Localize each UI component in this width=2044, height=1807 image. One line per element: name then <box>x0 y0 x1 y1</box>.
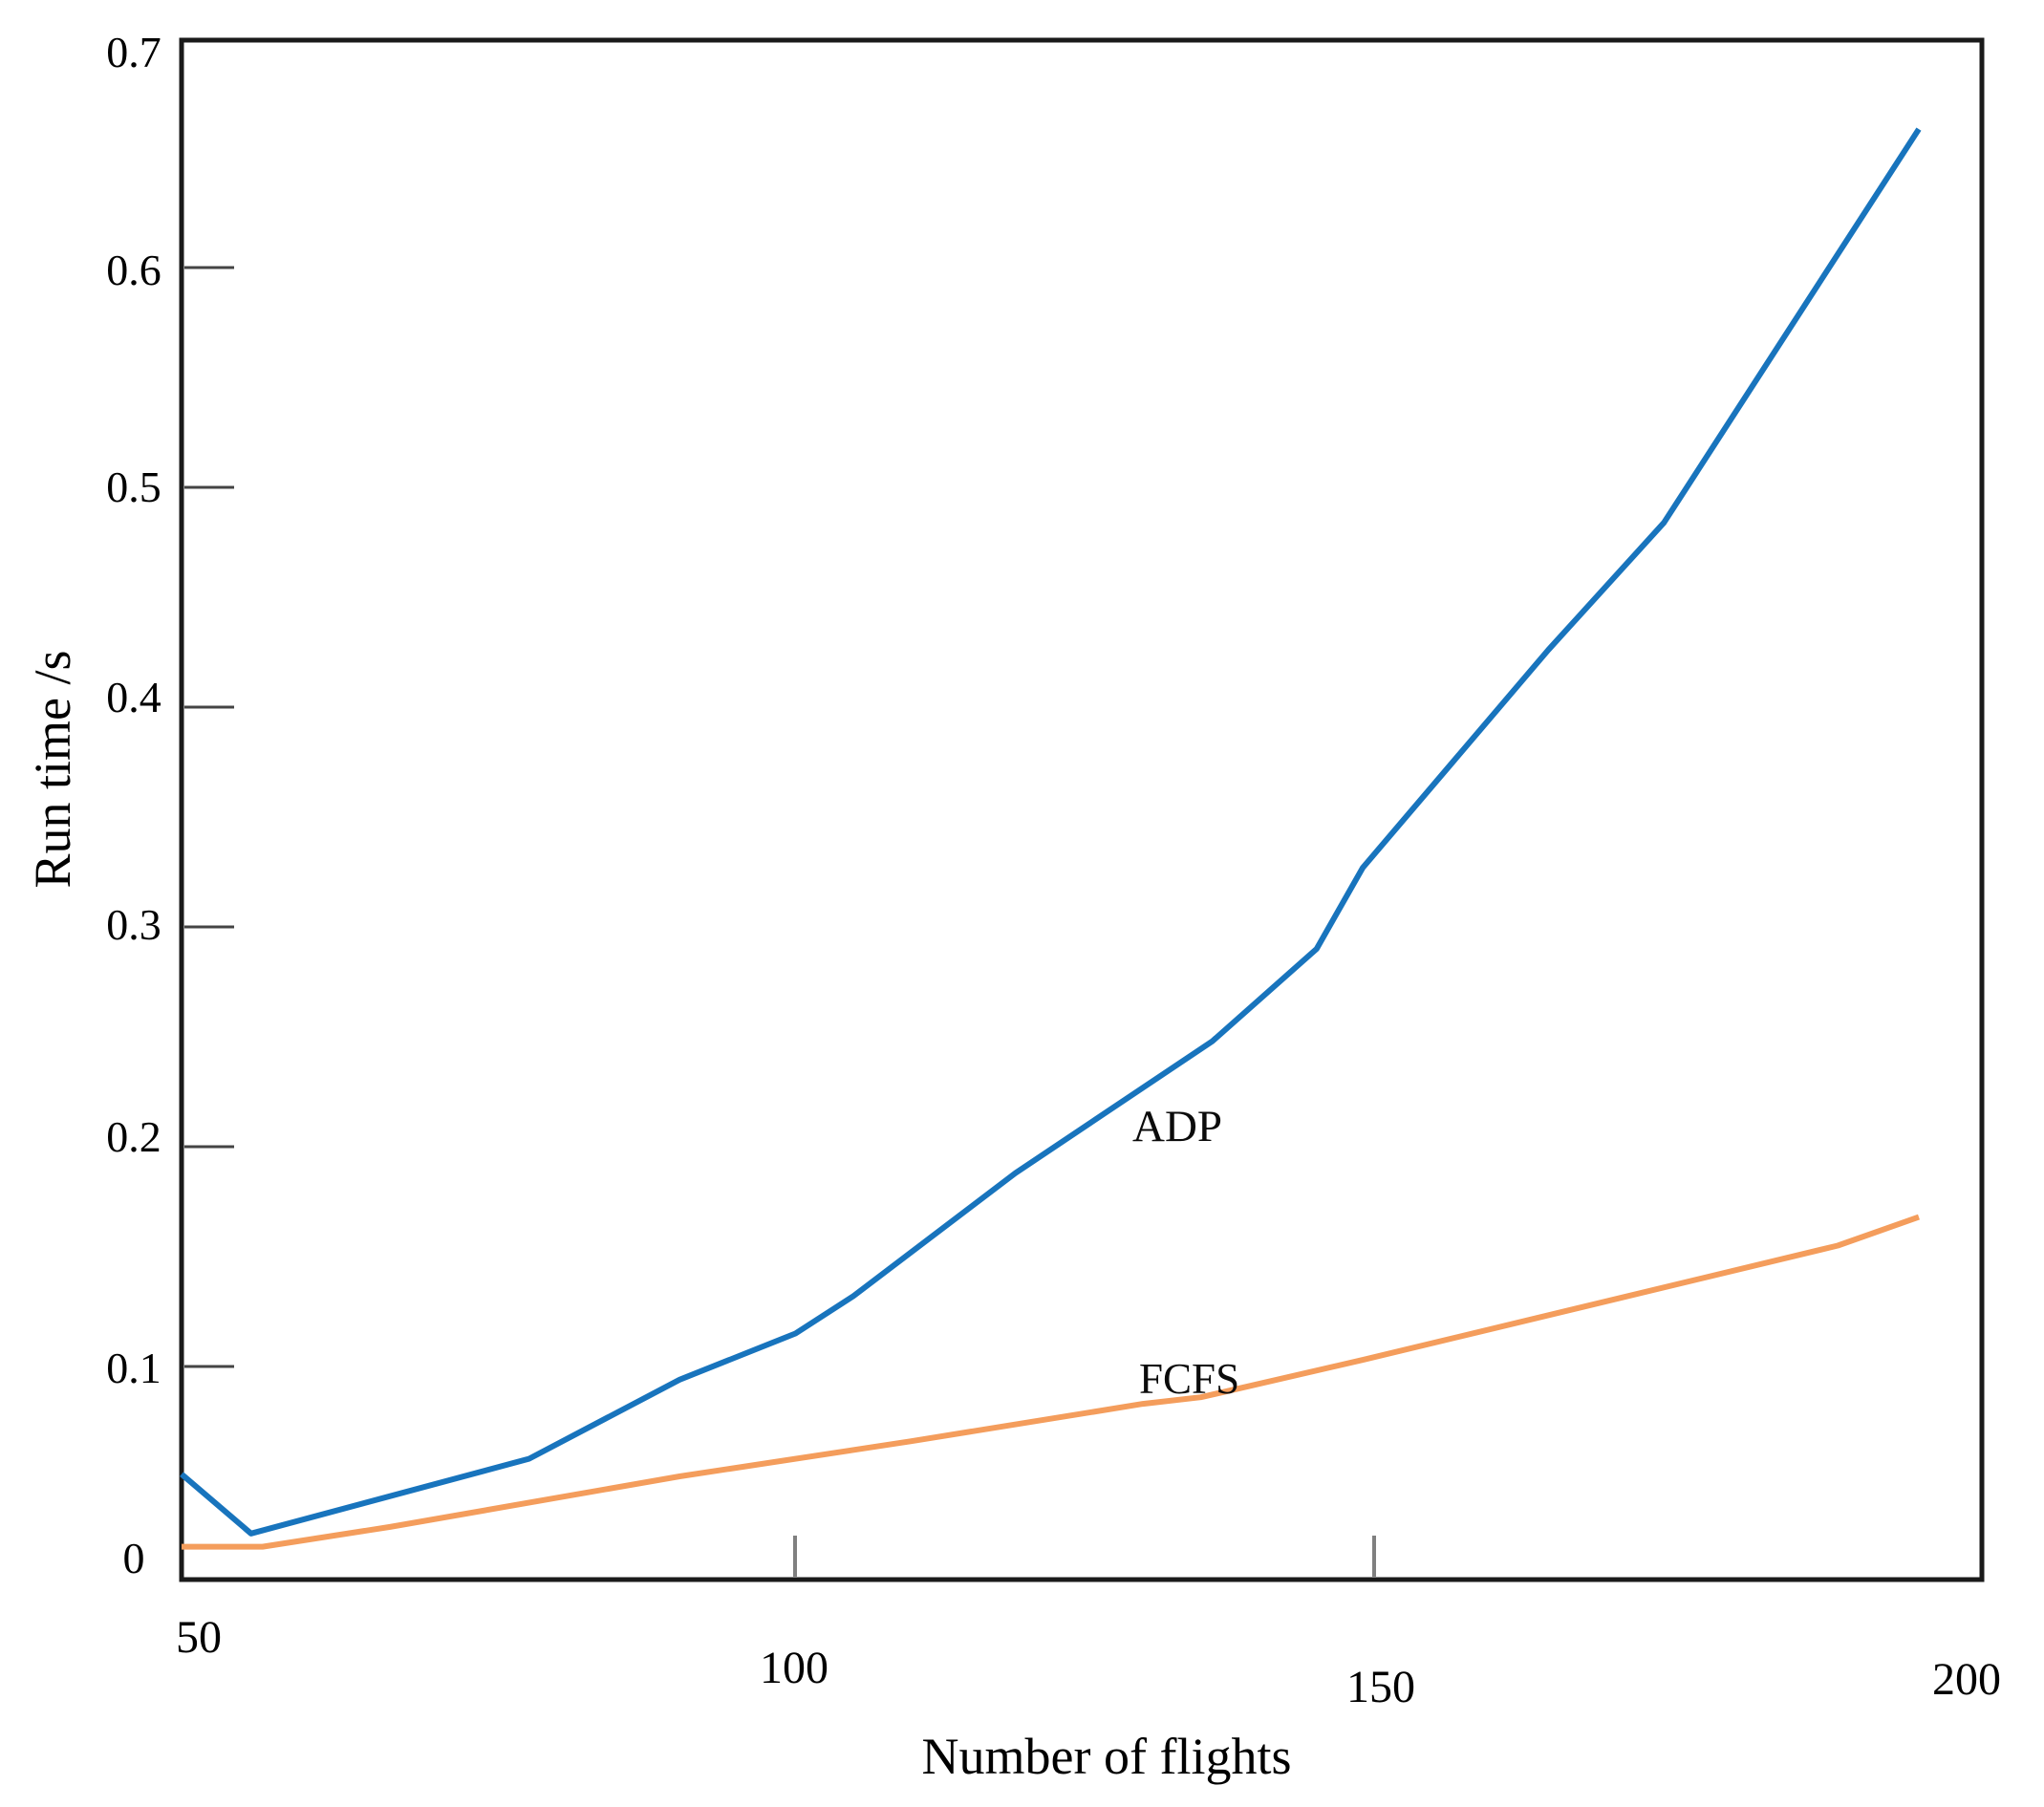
x-tick-label-150: 150 <box>1346 1662 1415 1712</box>
y-axis-ticks <box>184 266 234 1368</box>
y-tick-label-0.1: 0.1 <box>106 1344 161 1392</box>
adp-series-label: ADP <box>1132 1102 1223 1151</box>
x-axis-ticks <box>793 1536 1376 1577</box>
y-tick-label-0.6: 0.6 <box>106 246 161 294</box>
y-tick-label-0.5: 0.5 <box>106 463 161 511</box>
fcfs-line <box>182 1214 1920 1550</box>
y-tick-label-0: 0 <box>122 1534 145 1582</box>
x-tick-label-200: 200 <box>1932 1654 2001 1705</box>
y-tick-label-0.3: 0.3 <box>106 900 161 949</box>
series-lines <box>180 127 1922 1550</box>
plot-frame <box>179 37 1985 1582</box>
x-axis-title: Number of flights <box>921 1728 1292 1785</box>
fcfs-series-label: FCFS <box>1139 1355 1240 1403</box>
y-axis-title: Run time /s <box>24 650 81 889</box>
x-tick-label-50: 50 <box>176 1612 222 1663</box>
adp-line <box>180 127 1922 1537</box>
x-tick-label-100: 100 <box>760 1643 828 1693</box>
y-tick-label-0.7: 0.7 <box>106 28 161 76</box>
y-tick-label-0.2: 0.2 <box>106 1112 161 1161</box>
y-tick-label-0.4: 0.4 <box>106 673 161 721</box>
